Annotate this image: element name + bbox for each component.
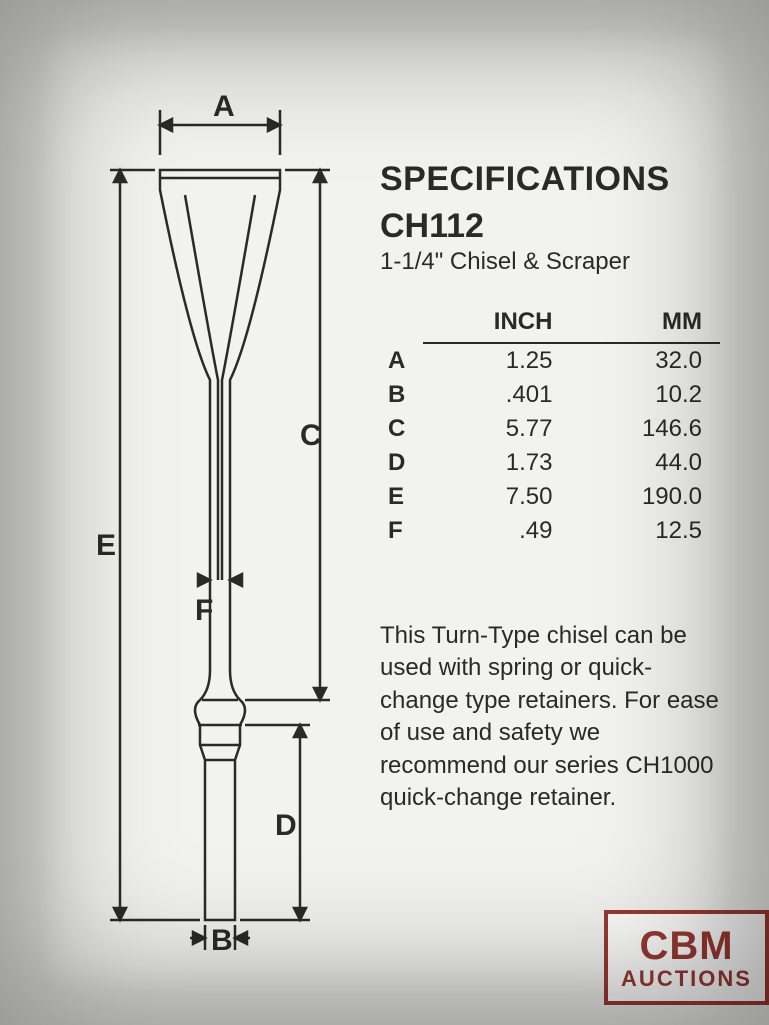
row-mm: 32.0 [570, 343, 720, 378]
spec-card: A F E [40, 30, 730, 990]
chisel-diagram: A F E [90, 80, 340, 950]
spec-heading: SPECIFICATIONS [380, 160, 760, 199]
dim-label-d: D [275, 809, 297, 842]
product-subtitle: 1-1/4" Chisel & Scraper [380, 248, 760, 276]
table-header-row: INCH MM [380, 304, 720, 343]
dim-label-c: C [300, 419, 322, 452]
table-row: C 5.77 146.6 [380, 412, 720, 446]
dim-label-e: E [96, 529, 116, 562]
row-mm: 190.0 [570, 480, 720, 514]
table-row: E 7.50 190.0 [380, 480, 720, 514]
table-row: B .401 10.2 [380, 378, 720, 412]
table-row: D 1.73 44.0 [380, 446, 720, 480]
row-inch: .49 [423, 514, 570, 548]
row-inch: .401 [423, 378, 570, 412]
dim-label-f: F [195, 594, 213, 627]
dim-label-a: A [213, 90, 235, 123]
spec-table: INCH MM A 1.25 32.0 B .401 10.2 C 5.77 [380, 304, 720, 548]
row-mm: 10.2 [570, 378, 720, 412]
col-inch: INCH [423, 304, 570, 343]
table-row: A 1.25 32.0 [380, 343, 720, 378]
spec-block: SPECIFICATIONS CH112 1-1/4" Chisel & Scr… [380, 160, 760, 548]
row-label: B [380, 378, 423, 412]
usage-note: This Turn-Type chisel can be used with s… [380, 620, 720, 814]
row-label: F [380, 514, 423, 548]
row-mm: 44.0 [570, 446, 720, 480]
row-inch: 1.73 [423, 446, 570, 480]
row-inch: 5.77 [423, 412, 570, 446]
dim-label-b: B [211, 924, 233, 950]
watermark-line2: AUCTIONS [621, 968, 752, 990]
watermark-line1: CBM [639, 926, 733, 966]
table-row: F .49 12.5 [380, 514, 720, 548]
row-mm: 146.6 [570, 412, 720, 446]
row-label: A [380, 343, 423, 378]
col-blank [380, 304, 423, 343]
row-label: C [380, 412, 423, 446]
row-inch: 7.50 [423, 480, 570, 514]
auction-watermark: CBM AUCTIONS [604, 910, 769, 1005]
col-mm: MM [570, 304, 720, 343]
row-label: D [380, 446, 423, 480]
row-mm: 12.5 [570, 514, 720, 548]
row-label: E [380, 480, 423, 514]
model-number: CH112 [380, 207, 760, 246]
row-inch: 1.25 [423, 343, 570, 378]
